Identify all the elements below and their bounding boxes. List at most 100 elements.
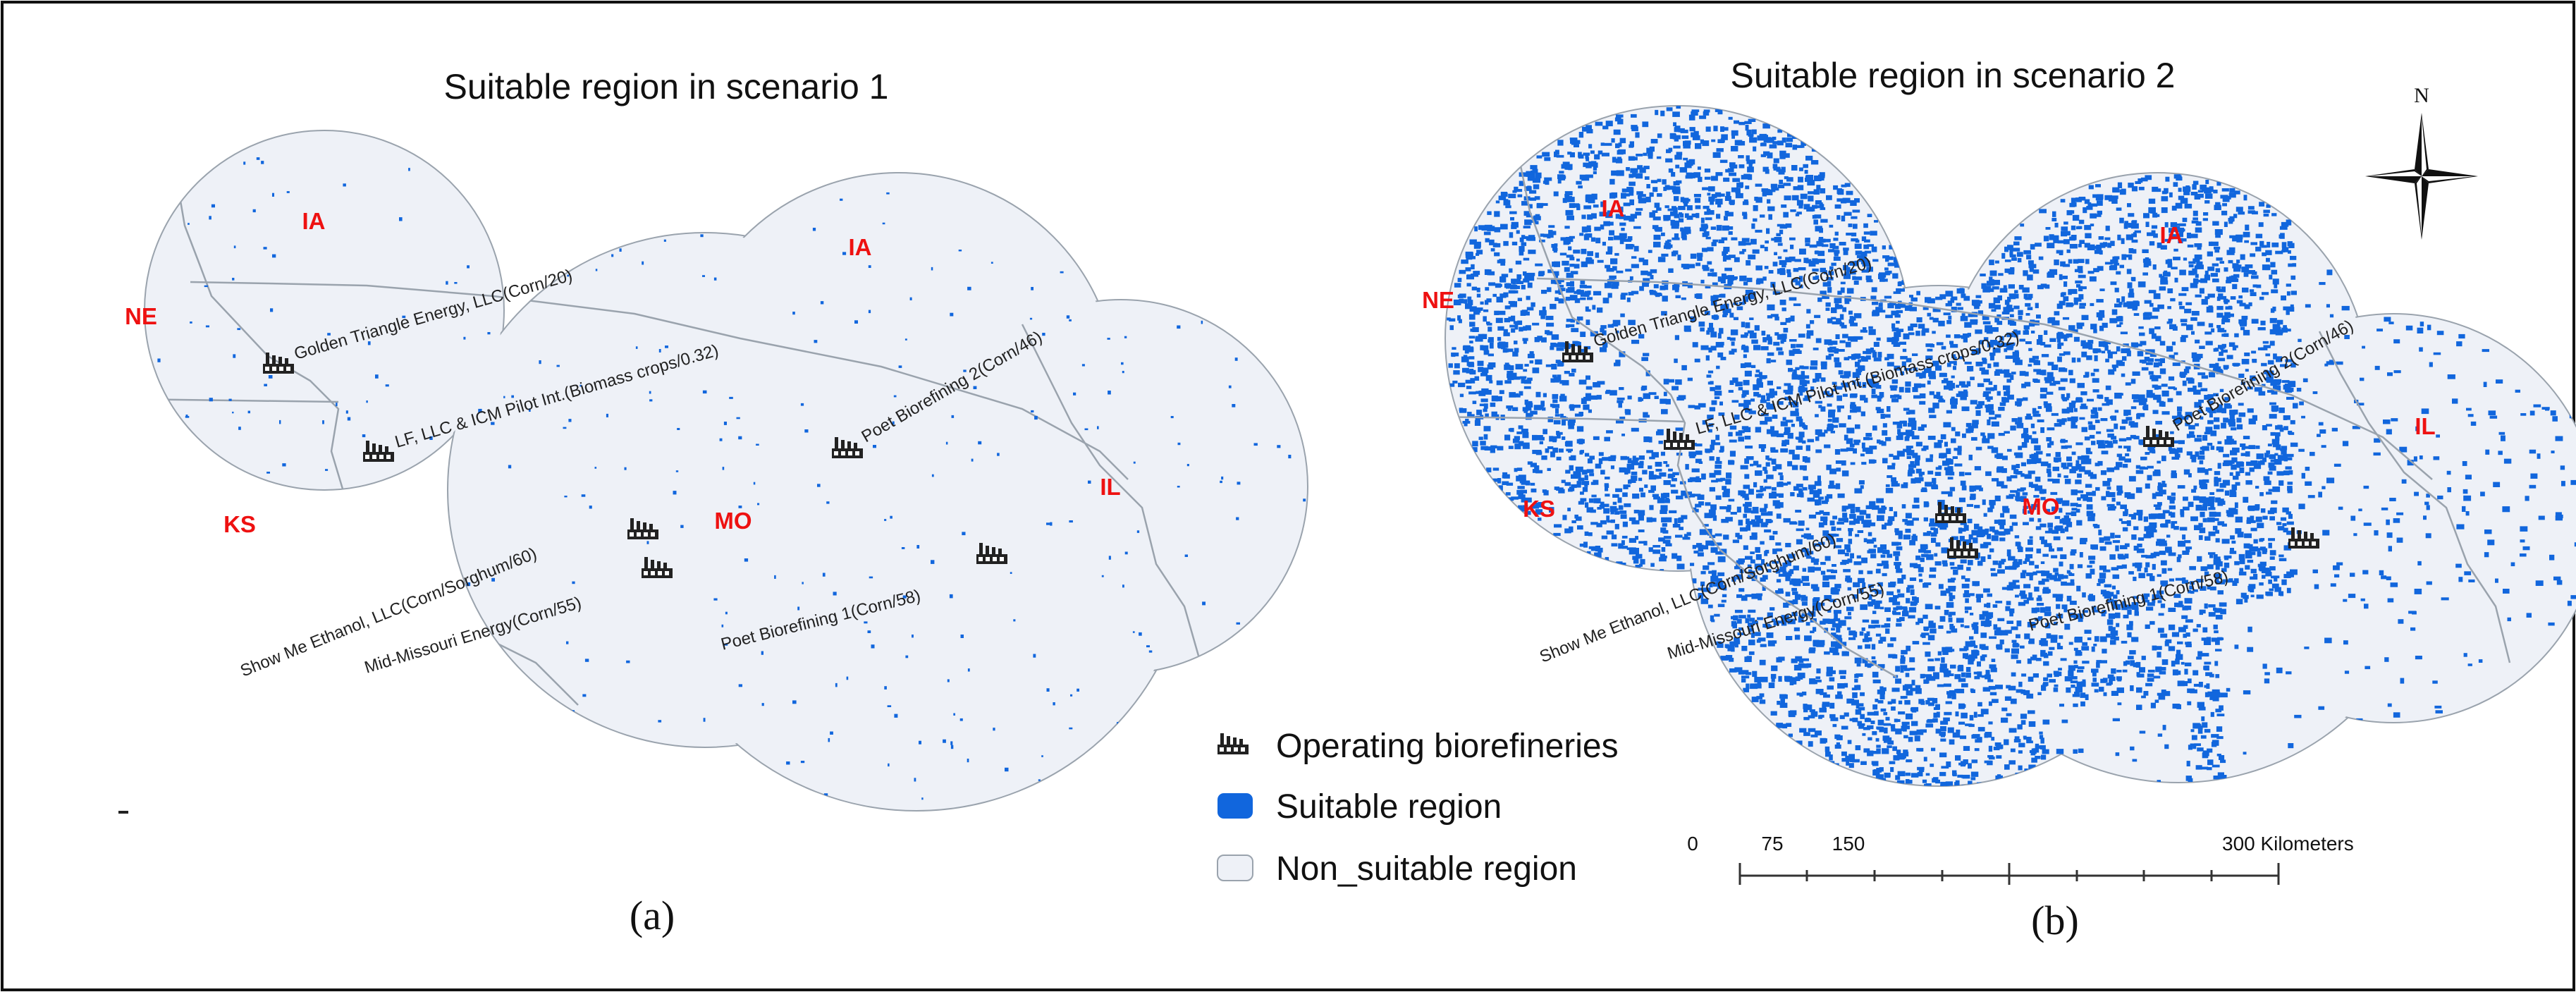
suitable-patch xyxy=(1937,439,1943,443)
suitable-patch xyxy=(2188,264,2194,268)
suitable-patch xyxy=(1895,556,1899,561)
suitable-patch xyxy=(2172,669,2178,675)
suitable-patch xyxy=(2143,213,2149,219)
suitable-patch xyxy=(2037,406,2042,409)
suitable-patch xyxy=(1946,362,1951,367)
suitable-patch xyxy=(802,582,804,584)
suitable-patch xyxy=(1490,445,1497,448)
suitable-patch xyxy=(1889,385,1898,388)
suitable-patch xyxy=(1793,565,1799,571)
suitable-patch xyxy=(2224,439,2232,445)
suitable-patch xyxy=(2198,706,2206,711)
suitable-patch xyxy=(2134,607,2139,613)
suitable-patch xyxy=(2195,451,2200,457)
suitable-patch xyxy=(1736,306,1743,310)
suitable-patch xyxy=(1974,748,1980,752)
suitable-patch xyxy=(2051,412,2059,416)
suitable-patch xyxy=(1991,535,1999,541)
suitable-patch xyxy=(1793,486,1799,491)
suitable-patch xyxy=(1526,213,1532,218)
suitable-patch xyxy=(1933,528,1939,534)
suitable-patch xyxy=(729,396,733,399)
suitable-patch xyxy=(1583,404,1590,410)
suitable-patch xyxy=(1762,276,1767,281)
suitable-patch xyxy=(1841,324,1847,329)
suitable-patch xyxy=(1638,195,1642,200)
suitable-patch xyxy=(2018,765,2023,771)
suitable-patch xyxy=(1979,614,1985,620)
suitable-patch xyxy=(2111,309,2118,315)
suitable-patch xyxy=(1081,364,1085,367)
suitable-patch xyxy=(2202,653,2209,657)
suitable-patch xyxy=(1813,627,1817,632)
suitable-patch xyxy=(1717,643,1724,648)
suitable-patch xyxy=(1846,288,1854,294)
suitable-patch xyxy=(2107,674,2114,679)
suitable-patch xyxy=(2247,588,2254,592)
suitable-patch xyxy=(2178,415,2183,419)
suitable-patch xyxy=(1927,312,1932,317)
suitable-patch xyxy=(1590,509,1596,513)
suitable-patch xyxy=(2287,486,2293,491)
suitable-patch xyxy=(1834,449,1841,455)
suitable-patch xyxy=(1686,215,1693,220)
suitable-patch xyxy=(1745,446,1753,449)
suitable-patch xyxy=(1871,644,1876,650)
suitable-patch xyxy=(1034,415,1038,420)
suitable-patch xyxy=(973,386,977,389)
suitable-patch xyxy=(2059,519,2063,524)
suitable-patch xyxy=(1579,233,1584,236)
suitable-patch xyxy=(1534,221,1539,225)
suitable-patch xyxy=(725,611,728,615)
suitable-patch xyxy=(1626,298,1631,302)
suitable-patch xyxy=(2063,475,2068,478)
suitable-patch xyxy=(1838,620,1842,627)
suitable-patch xyxy=(2465,474,2472,479)
suitable-patch xyxy=(2197,702,2204,708)
suitable-patch xyxy=(1738,430,1745,434)
suitable-patch xyxy=(1963,525,1969,531)
suitable-patch xyxy=(2196,579,2204,583)
suitable-patch xyxy=(1834,357,1840,362)
suitable-patch xyxy=(2064,479,2071,484)
suitable-patch xyxy=(1837,549,1846,555)
suitable-patch xyxy=(2152,471,2161,477)
suitable-patch xyxy=(1943,717,1950,721)
suitable-patch xyxy=(1950,664,1956,669)
suitable-patch xyxy=(1597,307,1603,313)
suitable-patch xyxy=(1803,476,1808,481)
suitable-patch xyxy=(1824,444,1831,448)
suitable-patch xyxy=(272,192,274,197)
suitable-patch xyxy=(1535,172,1542,178)
suitable-patch xyxy=(1487,211,1492,215)
suitable-patch xyxy=(1588,498,1594,503)
suitable-patch xyxy=(1915,460,1920,466)
suitable-patch xyxy=(1633,551,1639,555)
suitable-patch xyxy=(2177,406,2183,412)
suitable-patch xyxy=(1930,518,1935,524)
suitable-patch xyxy=(2243,329,2250,336)
suitable-patch xyxy=(2274,459,2282,465)
suitable-patch xyxy=(1760,395,1765,400)
suitable-patch xyxy=(1582,126,1590,132)
suitable-patch xyxy=(2087,202,2092,207)
suitable-patch xyxy=(1931,747,1936,752)
suitable-patch xyxy=(2180,511,2185,518)
suitable-patch xyxy=(2009,514,2017,519)
suitable-patch xyxy=(2038,580,2045,585)
suitable-patch xyxy=(2231,275,2235,279)
suitable-patch xyxy=(2105,385,2111,391)
suitable-patch xyxy=(1855,276,1863,281)
suitable-patch xyxy=(1508,446,1514,449)
suitable-patch xyxy=(2216,312,2224,318)
suitable-patch xyxy=(2020,223,2025,227)
suitable-patch xyxy=(1694,358,1700,362)
suitable-patch xyxy=(1768,270,1774,274)
suitable-patch xyxy=(888,763,890,767)
suitable-patch xyxy=(2114,423,2118,429)
suitable-patch xyxy=(1557,140,1564,146)
suitable-patch xyxy=(2180,197,2188,204)
suitable-patch xyxy=(2074,692,2080,697)
suitable-patch xyxy=(508,465,512,469)
suitable-patch xyxy=(511,395,514,398)
